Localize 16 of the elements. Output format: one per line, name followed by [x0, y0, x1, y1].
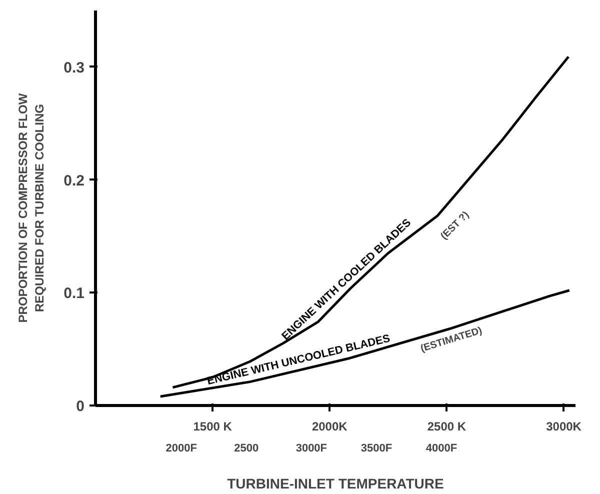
- x2-tick-label: 2000F: [166, 442, 198, 454]
- x2-tick-label: 3500F: [360, 442, 392, 454]
- line-series: [172, 56, 570, 389]
- x-tick-label: 2500 K: [427, 420, 466, 434]
- x-axis-title: TURBINE-INLET TEMPERATURE: [227, 476, 444, 492]
- x2-tick-label: 2500: [234, 442, 259, 454]
- x2-tick-label: 3000F: [296, 442, 328, 454]
- x-tick-label: 2000K: [312, 420, 348, 434]
- x-tick-label: 3000K: [546, 420, 582, 434]
- y-tick-label: 0.3: [64, 59, 85, 76]
- y-tick-label: 0.2: [64, 172, 85, 190]
- x-tick-label: 1500 K: [193, 420, 232, 434]
- y-tick-label: 0.1: [64, 285, 85, 302]
- y-axis-title: PROPORTION OF COMPRESSOR FLOW REQUIRED FOR TURBINE COOLING: [16, 92, 47, 323]
- x2-tick-label: 4000F: [426, 442, 458, 454]
- y-tick-label: 0: [76, 398, 84, 415]
